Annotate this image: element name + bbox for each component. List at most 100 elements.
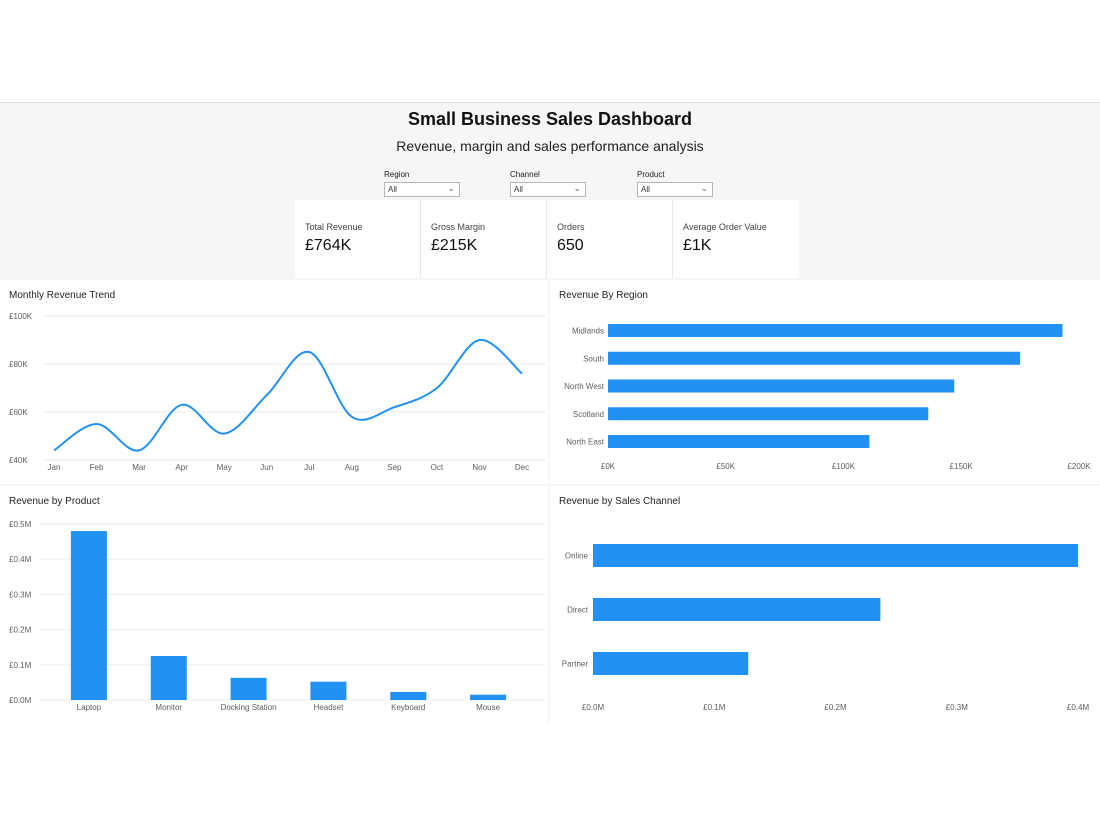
x-tick-label: May	[217, 463, 232, 472]
x-tick-label: £0.3M	[946, 703, 969, 712]
region-bar	[608, 324, 1063, 337]
x-tick-label: £0.4M	[1067, 703, 1090, 712]
revenue-by-region-chart: Midlands South North West Scotland North Eas…	[564, 324, 1091, 471]
dashboard: Small Business Sales Dashboard Revenue, …	[0, 102, 1100, 723]
category-label: Online	[565, 552, 589, 561]
region-bar	[608, 379, 955, 393]
x-tick-label: £0.2M	[824, 703, 847, 712]
channel-bar	[593, 544, 1078, 567]
chevron-down-icon: ⌄	[700, 183, 708, 193]
y-tick-label: £0.4M	[9, 555, 32, 564]
product-dropdown[interactable]: All ⌄	[637, 182, 713, 197]
x-tick-label: Oct	[431, 463, 444, 472]
category-label: Direct	[567, 606, 589, 615]
x-tick-label: Docking Station	[221, 703, 277, 712]
kpi-label: Total Revenue	[305, 222, 363, 232]
x-tick-label: Nov	[472, 463, 486, 472]
channel-dropdown-value: All	[514, 185, 523, 194]
chevron-down-icon: ⌄	[573, 183, 581, 193]
x-tick-label: Headset	[314, 703, 345, 712]
product-bar	[230, 677, 267, 700]
region-filter-label: Region	[384, 170, 410, 179]
channel-filter-label: Channel	[510, 170, 540, 179]
chart-title: Revenue by Sales Channel	[559, 496, 681, 507]
product-filter-label: Product	[637, 170, 665, 179]
region-bar	[608, 435, 870, 448]
revenue-by-channel-chart: Online Direct Partner £0.0M £0.1M £0.2M £0.3M £…	[562, 544, 1090, 712]
region-filter: Region All ⌄	[384, 170, 460, 197]
x-tick-label: Keyboard	[391, 703, 425, 712]
category-label: Scotland	[573, 410, 604, 419]
kpi-value: £764K	[305, 237, 352, 254]
product-filter: Product All ⌄	[637, 170, 713, 197]
product-bar	[70, 531, 107, 700]
product-bar	[310, 681, 347, 700]
channel-bar	[593, 652, 749, 675]
channel-filter: Channel All ⌄	[510, 170, 586, 197]
x-tick-label: £100K	[832, 462, 856, 471]
chevron-down-icon: ⌄	[447, 183, 455, 193]
kpi-value: £215K	[431, 237, 478, 254]
x-tick-label: Mar	[132, 463, 146, 472]
y-tick-label: £60K	[9, 408, 28, 417]
revenue-by-product-panel: Revenue by Product £0.0M £0.1M £0.2M £0.3M £…	[0, 486, 548, 723]
y-tick-label: £0.2M	[9, 626, 32, 635]
category-label: South	[583, 354, 604, 363]
region-bar	[608, 407, 929, 421]
chart-title: Revenue by Product	[9, 496, 100, 507]
product-bar	[470, 694, 507, 700]
kpi-cards: Total Revenue £764K Gross Margin £215K O…	[295, 200, 801, 278]
x-tick-label: Dec	[515, 463, 529, 472]
channel-bar	[593, 598, 881, 621]
channel-dropdown[interactable]: All ⌄	[510, 182, 586, 197]
x-tick-label: £0.0M	[582, 703, 605, 712]
revenue-by-product-chart: £0.0M £0.1M £0.2M £0.3M £0.4M £0.5M Laptop Moni…	[9, 520, 545, 712]
x-tick-label: Apr	[175, 463, 188, 472]
product-dropdown-value: All	[641, 185, 650, 194]
page-subtitle: Revenue, margin and sales performance an…	[396, 138, 704, 154]
category-label: Partner	[562, 660, 589, 669]
chart-title: Revenue By Region	[559, 290, 648, 301]
page-title: Small Business Sales Dashboard	[407, 109, 693, 129]
region-dropdown-value: All	[388, 185, 397, 194]
x-tick-label: Sep	[387, 463, 402, 472]
region-dropdown[interactable]: All ⌄	[384, 182, 460, 197]
x-tick-label: Jun	[260, 463, 273, 472]
kpi-label: Orders	[557, 222, 585, 232]
x-tick-label: Monitor	[155, 703, 182, 712]
product-bar	[390, 691, 427, 700]
category-label: North West	[564, 382, 605, 391]
y-tick-label: £0.0M	[9, 696, 32, 705]
y-tick-label: £0.5M	[9, 520, 32, 529]
kpi-card-average-order-value: Average Order Value £1K	[673, 200, 799, 278]
x-tick-label: Feb	[90, 463, 104, 472]
kpi-value: £1K	[683, 237, 712, 254]
kpi-label: Average Order Value	[683, 222, 767, 232]
revenue-by-channel-panel: Revenue by Sales Channel Online Direct Par…	[550, 486, 1100, 723]
revenue-by-region-panel: Revenue By Region Midlands South North Wes…	[550, 280, 1100, 484]
x-tick-label: £150K	[950, 462, 974, 471]
kpi-card-total-revenue: Total Revenue £764K	[295, 200, 421, 278]
x-tick-label: £200K	[1067, 462, 1091, 471]
category-label: North East	[566, 438, 605, 447]
x-tick-label: £0K	[601, 462, 616, 471]
product-bar	[150, 656, 187, 700]
x-tick-label: Jul	[304, 463, 314, 472]
region-bar	[608, 351, 1021, 365]
x-tick-label: Laptop	[77, 703, 102, 712]
kpi-card-orders: Orders 650	[547, 200, 673, 278]
y-tick-label: £80K	[9, 360, 28, 369]
revenue-trend-line	[53, 338, 523, 452]
category-label: Midlands	[572, 327, 604, 336]
x-tick-label: Aug	[345, 463, 359, 472]
y-tick-label: £0.1M	[9, 661, 32, 670]
kpi-card-gross-margin: Gross Margin £215K	[421, 200, 547, 278]
x-tick-label: £0.1M	[703, 703, 726, 712]
x-tick-label: Mouse	[476, 703, 501, 712]
x-tick-label: Jan	[48, 463, 61, 472]
kpi-value: 650	[557, 237, 584, 254]
kpi-label: Gross Margin	[431, 222, 486, 232]
x-tick-label: £50K	[716, 462, 735, 471]
y-tick-label: £40K	[9, 456, 28, 465]
y-tick-label: £0.3M	[9, 590, 32, 599]
